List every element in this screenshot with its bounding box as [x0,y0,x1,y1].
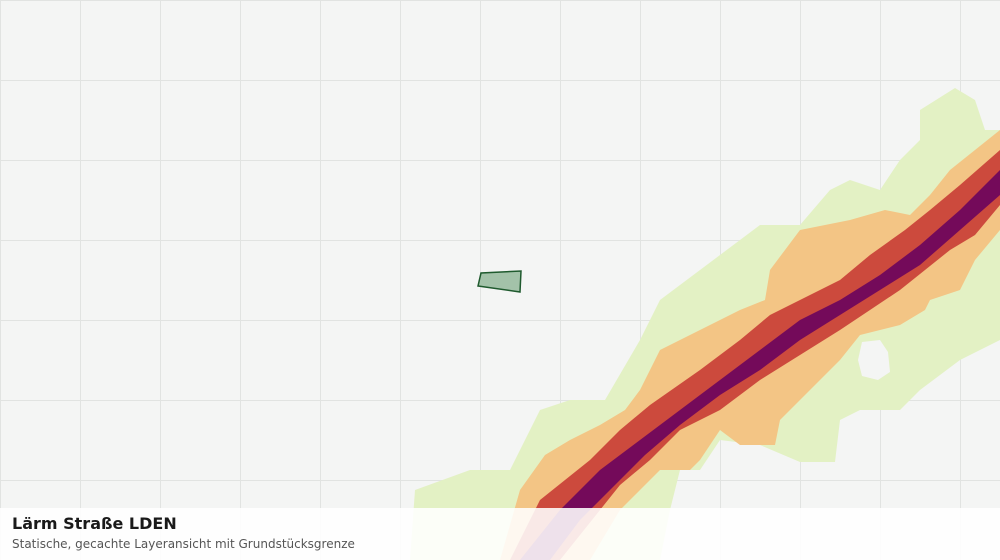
layer-title: Lärm Straße LDEN [12,514,177,533]
noise-gap [858,340,890,380]
noise-zone-low [410,88,1000,560]
noise-zone-very-high [520,170,1000,560]
layer-subtitle: Statische, gecachte Layeransicht mit Gru… [12,537,355,551]
parcel-boundary [477,270,522,293]
info-panel: Lärm Straße LDEN Statische, gecachte Lay… [0,508,1000,560]
